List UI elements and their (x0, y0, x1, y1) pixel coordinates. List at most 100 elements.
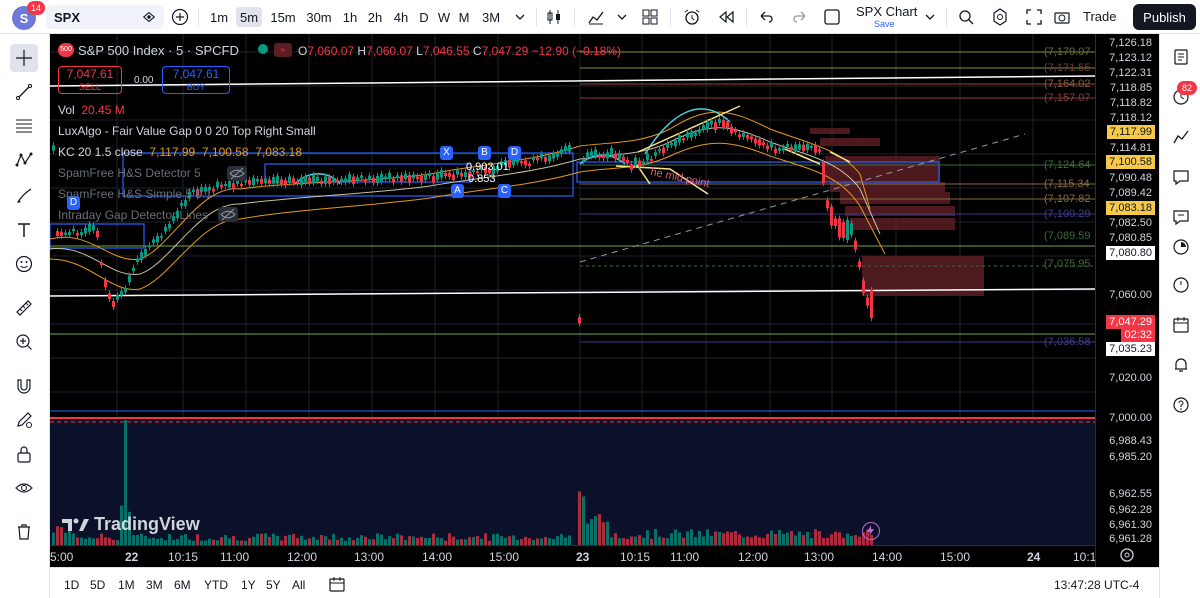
watchlist-icon[interactable] (1170, 46, 1192, 68)
volume-legend[interactable]: Vol 20.45 M (58, 103, 125, 117)
interval-1h[interactable]: 1h (342, 9, 358, 25)
ruler-icon[interactable] (12, 296, 36, 320)
eye-visibility-icon[interactable] (12, 476, 36, 500)
symbol-title[interactable]: S&P 500 Index · 5 · SPCFD (78, 43, 239, 58)
trash-icon[interactable] (12, 520, 36, 544)
range-5y[interactable]: 5Y (266, 578, 281, 592)
replay-icon[interactable] (716, 7, 736, 27)
clock-timezone[interactable]: 13:47:28 UTC-4 (1054, 578, 1140, 592)
trade-button[interactable]: Trade (1083, 9, 1117, 24)
indicator-luxalgo-fvg[interactable]: LuxAlgo - Fair Value Gap 0 0 20 Top Righ… (58, 124, 316, 138)
interval-w[interactable]: W (437, 9, 451, 25)
price-axis[interactable]: 7,126.18 7,123.12 7,122.31 7,118.85 7,11… (1095, 34, 1159, 567)
volume-bar (212, 539, 215, 545)
volume-bar (156, 538, 159, 545)
candle-body (578, 317, 581, 324)
undo-icon[interactable] (756, 7, 776, 27)
candle-body (556, 153, 559, 157)
range-1y[interactable]: 1Y (241, 578, 256, 592)
candle-body (544, 156, 547, 162)
notifications-icon[interactable] (1170, 354, 1192, 376)
range-all[interactable]: All (292, 578, 306, 592)
volume-bar (124, 420, 127, 545)
zoom-in-icon[interactable] (12, 330, 36, 354)
candles-icon[interactable] (544, 7, 564, 27)
pattern-icon[interactable] (12, 148, 36, 172)
indicator-hs-simple[interactable]: SpamFree H&S Simple 5 0.1 (58, 187, 213, 201)
range-5d[interactable]: 5D (90, 578, 106, 592)
sell-button[interactable]: 7,047.61 SELL (58, 66, 122, 94)
candle-body (726, 120, 729, 128)
settings-gear-icon[interactable] (990, 7, 1010, 27)
range-6m[interactable]: 6M (174, 578, 191, 592)
fullscreen-icon[interactable] (1024, 7, 1044, 27)
compare-add-icon[interactable] (170, 7, 190, 27)
hidden-eye-icon[interactable] (218, 207, 238, 222)
quick-search-icon[interactable] (956, 7, 976, 27)
ideas-icon[interactable] (1170, 206, 1192, 228)
lock-icon[interactable] (12, 442, 36, 466)
range-ytd[interactable]: YTD (204, 578, 228, 592)
volume-bar (208, 538, 211, 545)
chat-icon[interactable] (1170, 166, 1192, 188)
range-1d[interactable]: 1D (64, 578, 80, 592)
hotlist-icon[interactable] (1170, 236, 1192, 258)
alert-clock-icon[interactable] (682, 7, 702, 27)
interval-15m[interactable]: 15m (270, 9, 296, 25)
interval-3m[interactable]: 3M (481, 9, 501, 25)
interval-m[interactable]: M (458, 9, 470, 25)
indicators-icon[interactable] (586, 7, 606, 27)
chart-drawing[interactable] (50, 34, 1095, 567)
candle-body (774, 148, 777, 154)
magnet-icon[interactable] (12, 374, 36, 398)
snapshot-camera-icon[interactable] (1052, 7, 1072, 27)
chevron-down-icon[interactable] (510, 7, 530, 27)
candle-body (60, 231, 63, 237)
interval-2h[interactable]: 2h (367, 9, 383, 25)
hidden-eye-icon[interactable] (227, 166, 247, 181)
indicator-hs-detector[interactable]: SpamFree H&S Detector 5 (58, 166, 201, 180)
range-1m[interactable]: 1M (118, 578, 135, 592)
chart-canvas[interactable]: X B D A C D 0.903.01 0.853 he mid point … (50, 34, 1095, 567)
brush-icon[interactable] (12, 184, 36, 208)
symbol-search-button[interactable]: SPX (46, 5, 164, 29)
candle-body (268, 179, 271, 184)
fib-retracement-icon[interactable] (12, 114, 36, 138)
text-tool-icon[interactable] (12, 218, 36, 242)
calendar-icon[interactable] (1170, 274, 1192, 296)
axis-settings-gear-icon[interactable] (1118, 546, 1136, 564)
indicator-gap-detector[interactable]: Intraday Gap Detector Lines (58, 208, 209, 222)
event-flash-icon[interactable] (862, 522, 880, 540)
price-label: 6,988.43 (1109, 435, 1152, 447)
interval-d[interactable]: D (419, 9, 429, 25)
crosshair-cursor-icon[interactable] (10, 44, 38, 72)
price-label-keltner-upper: 7,117.99 (1106, 125, 1155, 139)
indicators-dropdown-icon[interactable] (612, 7, 632, 27)
emoji-icon[interactable] (12, 252, 36, 276)
layout-square-icon[interactable] (822, 7, 842, 27)
redo-icon[interactable] (790, 7, 810, 27)
notification-badge: 14 (27, 1, 45, 15)
buy-button[interactable]: 7,047.61 BUY (162, 66, 230, 94)
templates-icon[interactable] (640, 7, 660, 27)
data-window-icon[interactable] (1170, 126, 1192, 148)
layout-chevron-icon[interactable] (920, 7, 940, 27)
eye-icon[interactable] (142, 10, 156, 24)
trend-line-icon[interactable] (12, 80, 36, 104)
indicator-keltner[interactable]: KC 20 1.5 close 7,117.99 7,100.58 7,083.… (58, 145, 302, 159)
help-icon[interactable] (1170, 394, 1192, 416)
candle-body (838, 218, 841, 238)
volume-bar (444, 540, 447, 545)
lock-draw-pencil-icon[interactable] (12, 408, 36, 432)
range-3m[interactable]: 3M (146, 578, 163, 592)
interval-5m[interactable]: 5m (236, 7, 262, 27)
time-axis[interactable]: 5:00 22 10:15 11:00 12:00 13:00 14:00 15… (50, 545, 1096, 567)
interval-4h[interactable]: 4h (393, 9, 409, 25)
date-range-calendar-icon[interactable] (328, 575, 346, 596)
interval-30m[interactable]: 30m (306, 9, 332, 25)
calendar-grid-icon[interactable] (1170, 314, 1192, 336)
publish-button[interactable]: Publish (1133, 4, 1196, 30)
layout-name[interactable]: SPX Chart (856, 4, 918, 19)
interval-1m[interactable]: 1m (209, 9, 229, 25)
candle-body (128, 275, 131, 283)
